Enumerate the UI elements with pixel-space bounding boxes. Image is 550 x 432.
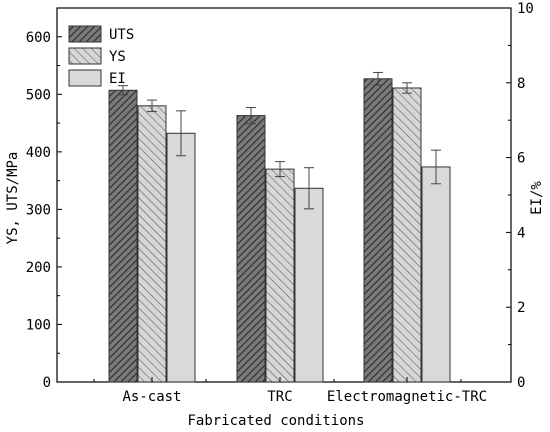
legend: UTS YS EI xyxy=(68,25,134,87)
bar-uts-2 xyxy=(363,78,393,383)
legend-label-uts: UTS xyxy=(109,27,134,43)
y-axis-title-left: YS, UTS/MPa xyxy=(5,152,21,245)
left-tick-label: 0 xyxy=(43,375,51,391)
legend-label-ys: YS xyxy=(109,49,126,65)
left-tick-label: 600 xyxy=(26,30,51,46)
bar-uts-1 xyxy=(236,115,266,383)
x-tick-label: As-cast xyxy=(122,389,181,405)
left-tick-label: 100 xyxy=(26,317,51,333)
right-tick-label: 2 xyxy=(517,300,525,316)
left-tick-label: 200 xyxy=(26,260,51,276)
right-axis: 0 2 4 6 8 10 xyxy=(506,1,534,391)
bars xyxy=(108,78,451,383)
error-bars xyxy=(118,71,441,210)
bar-ei-1 xyxy=(294,187,324,383)
right-tick-label: 8 xyxy=(517,76,525,92)
bar-uts-0 xyxy=(108,89,138,383)
x-axis-title: Fabricated conditions xyxy=(187,413,364,429)
right-tick-label: 6 xyxy=(517,151,525,167)
legend-swatch-uts xyxy=(68,25,102,43)
legend-swatch-ys xyxy=(68,47,102,65)
left-tick-label: 400 xyxy=(26,145,51,161)
left-tick-label: 500 xyxy=(26,87,51,103)
bar-ei-2 xyxy=(421,166,451,383)
left-tick-label: 300 xyxy=(26,202,51,218)
legend-label-ei: EI xyxy=(109,71,126,87)
left-axis: 0 100 200 300 400 500 600 xyxy=(26,30,62,391)
bar-ys-2 xyxy=(392,87,422,383)
x-axis: As-cast TRC Electromagnetic-TRC xyxy=(93,377,487,405)
x-tick-label: TRC xyxy=(267,389,292,405)
right-tick-label: 10 xyxy=(517,1,534,17)
y-axis-title-right: EI/% xyxy=(529,181,545,215)
bar-ys-1 xyxy=(265,168,295,383)
legend-swatch-ei xyxy=(68,69,102,87)
bar-ys-0 xyxy=(137,105,167,383)
right-tick-label: 4 xyxy=(517,225,525,241)
x-tick-label: Electromagnetic-TRC xyxy=(327,389,487,405)
bar-ei-0 xyxy=(166,132,196,383)
right-tick-label: 0 xyxy=(517,375,525,391)
